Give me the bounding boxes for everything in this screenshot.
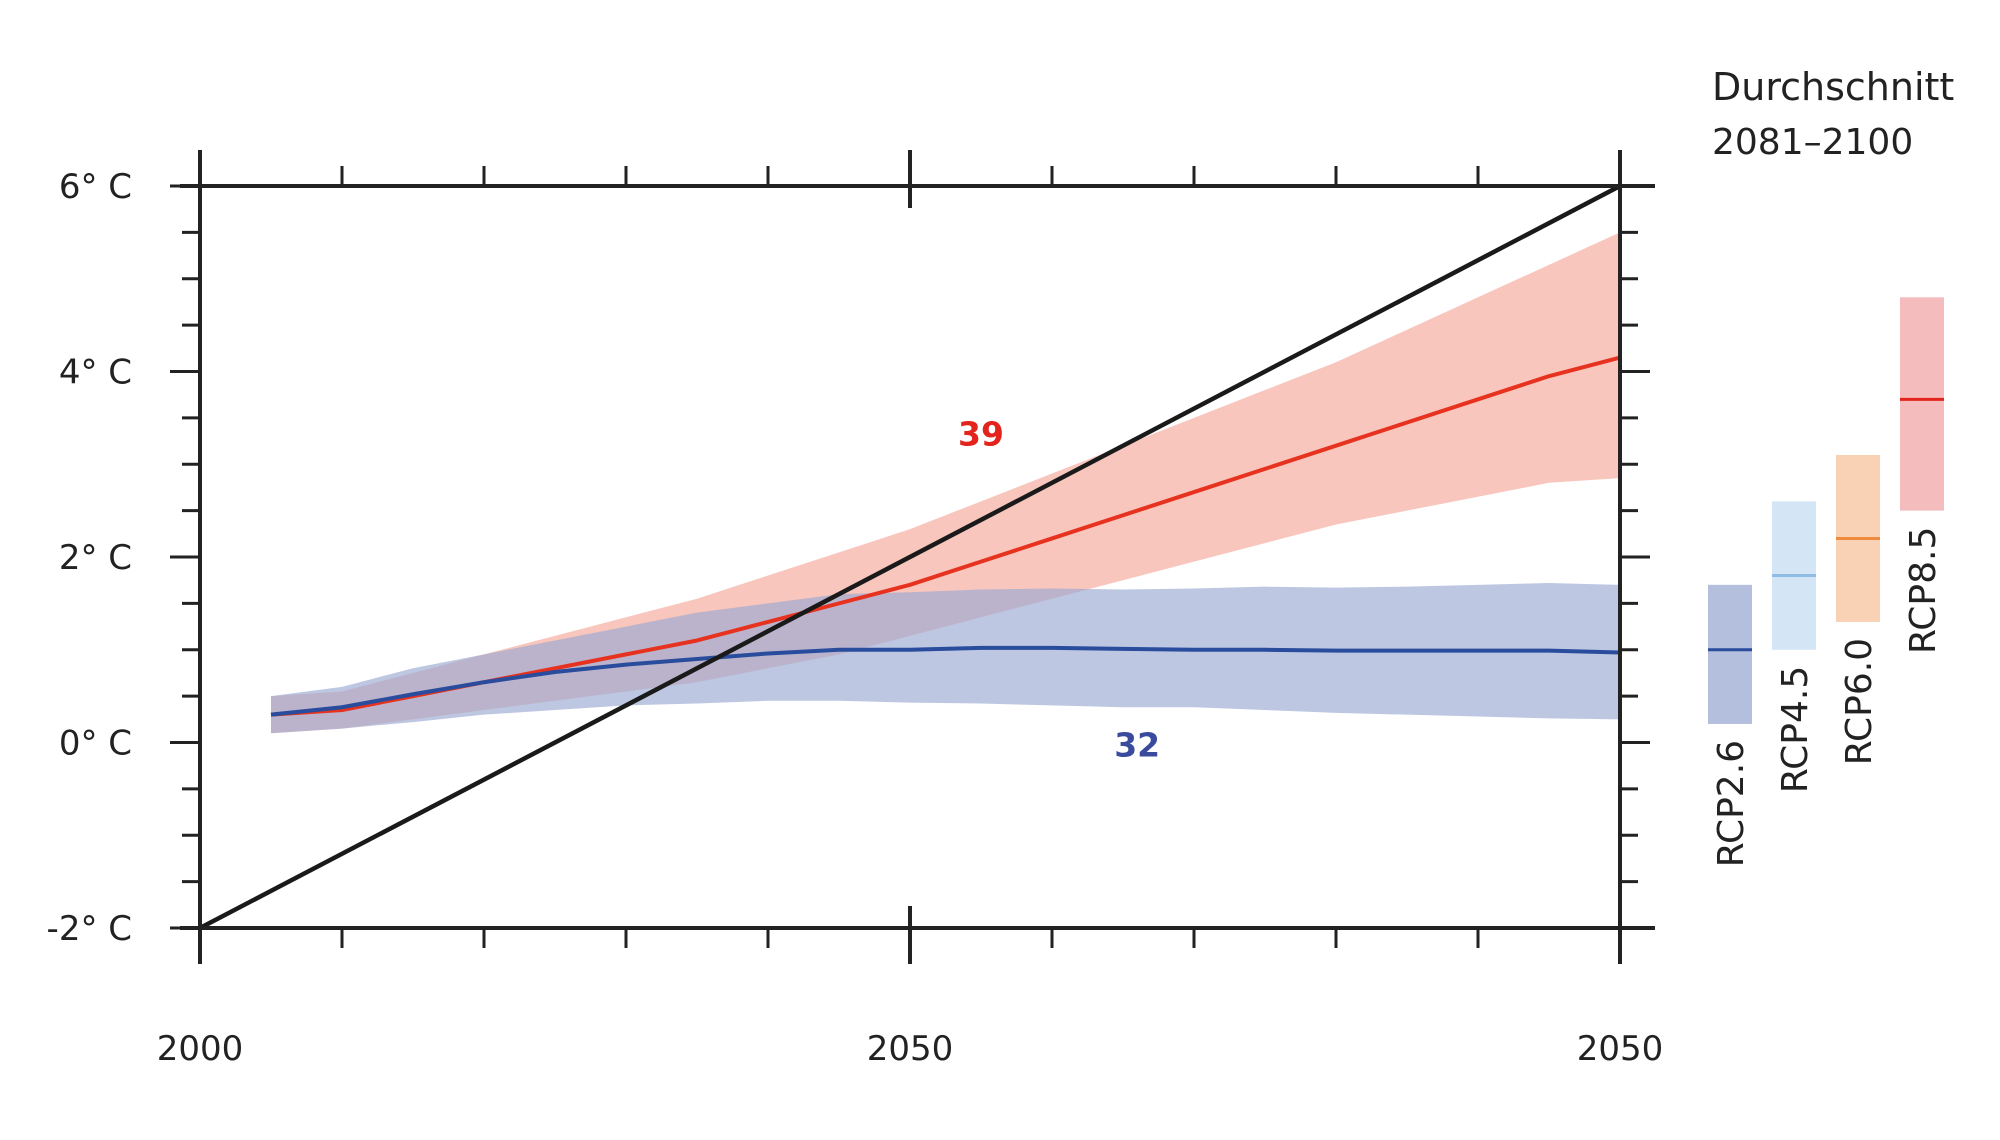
y-tick-label: 4° C bbox=[59, 353, 132, 393]
model-count-label: 39 bbox=[958, 415, 1004, 454]
x-tick-label: 2050 bbox=[1577, 1029, 1664, 1069]
x-tick-label: 2050 bbox=[867, 1029, 954, 1069]
series-line-trend bbox=[198, 184, 1622, 930]
series-lines bbox=[198, 184, 1622, 930]
count-annotations: 39 32 bbox=[958, 415, 1160, 765]
y-tick-label: -2° C bbox=[47, 909, 132, 949]
y-tick-label: 2° C bbox=[59, 538, 132, 578]
legend-label-rcp85: RCP8.5 bbox=[1903, 527, 1944, 654]
y-tick-label: 6° C bbox=[59, 167, 132, 207]
y-tick-label: 0° C bbox=[59, 724, 132, 764]
legend-label-rcp60: RCP6.0 bbox=[1839, 638, 1880, 765]
legend-label-rcp45: RCP4.5 bbox=[1775, 666, 1816, 793]
legend-title: Durchschnitt bbox=[1712, 65, 1954, 109]
legend-range-rcp85 bbox=[1900, 297, 1944, 511]
legend-subtitle: 2081–2100 bbox=[1712, 122, 1913, 163]
plot-axes bbox=[170, 150, 1655, 964]
tick-labels: -2° C 0° C 2° C 4° C 6° C 2000 2050 2050 bbox=[47, 167, 1664, 1069]
legend-range-rcp26 bbox=[1708, 584, 1752, 724]
legend-label-rcp26: RCP2.6 bbox=[1711, 740, 1752, 867]
series-line-rcp26 bbox=[270, 645, 1621, 717]
scenario-legend: Durchschnitt 2081–2100 RCP2.6 RCP4.5 RCP6.… bbox=[1708, 65, 1954, 867]
model-count-label: 32 bbox=[1114, 725, 1160, 764]
band-rcp26 bbox=[271, 582, 1620, 734]
x-tick-label: 2000 bbox=[157, 1029, 244, 1069]
uncertainty-bands bbox=[271, 232, 1620, 734]
